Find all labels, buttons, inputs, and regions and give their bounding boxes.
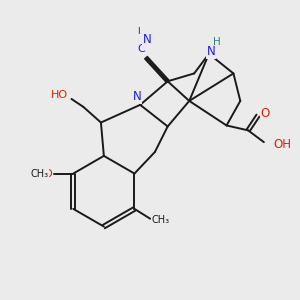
- Text: HO: HO: [50, 90, 68, 100]
- Text: I: I: [137, 27, 140, 36]
- Text: C: C: [137, 44, 145, 54]
- Text: O: O: [260, 107, 269, 120]
- Text: N: N: [206, 45, 215, 58]
- Text: CH₃: CH₃: [152, 215, 170, 225]
- Text: H: H: [213, 37, 220, 47]
- Text: N: N: [143, 33, 152, 46]
- Text: N: N: [133, 91, 142, 103]
- Text: CH₃: CH₃: [31, 169, 49, 178]
- Text: O: O: [43, 169, 52, 178]
- Text: OH: OH: [274, 138, 292, 151]
